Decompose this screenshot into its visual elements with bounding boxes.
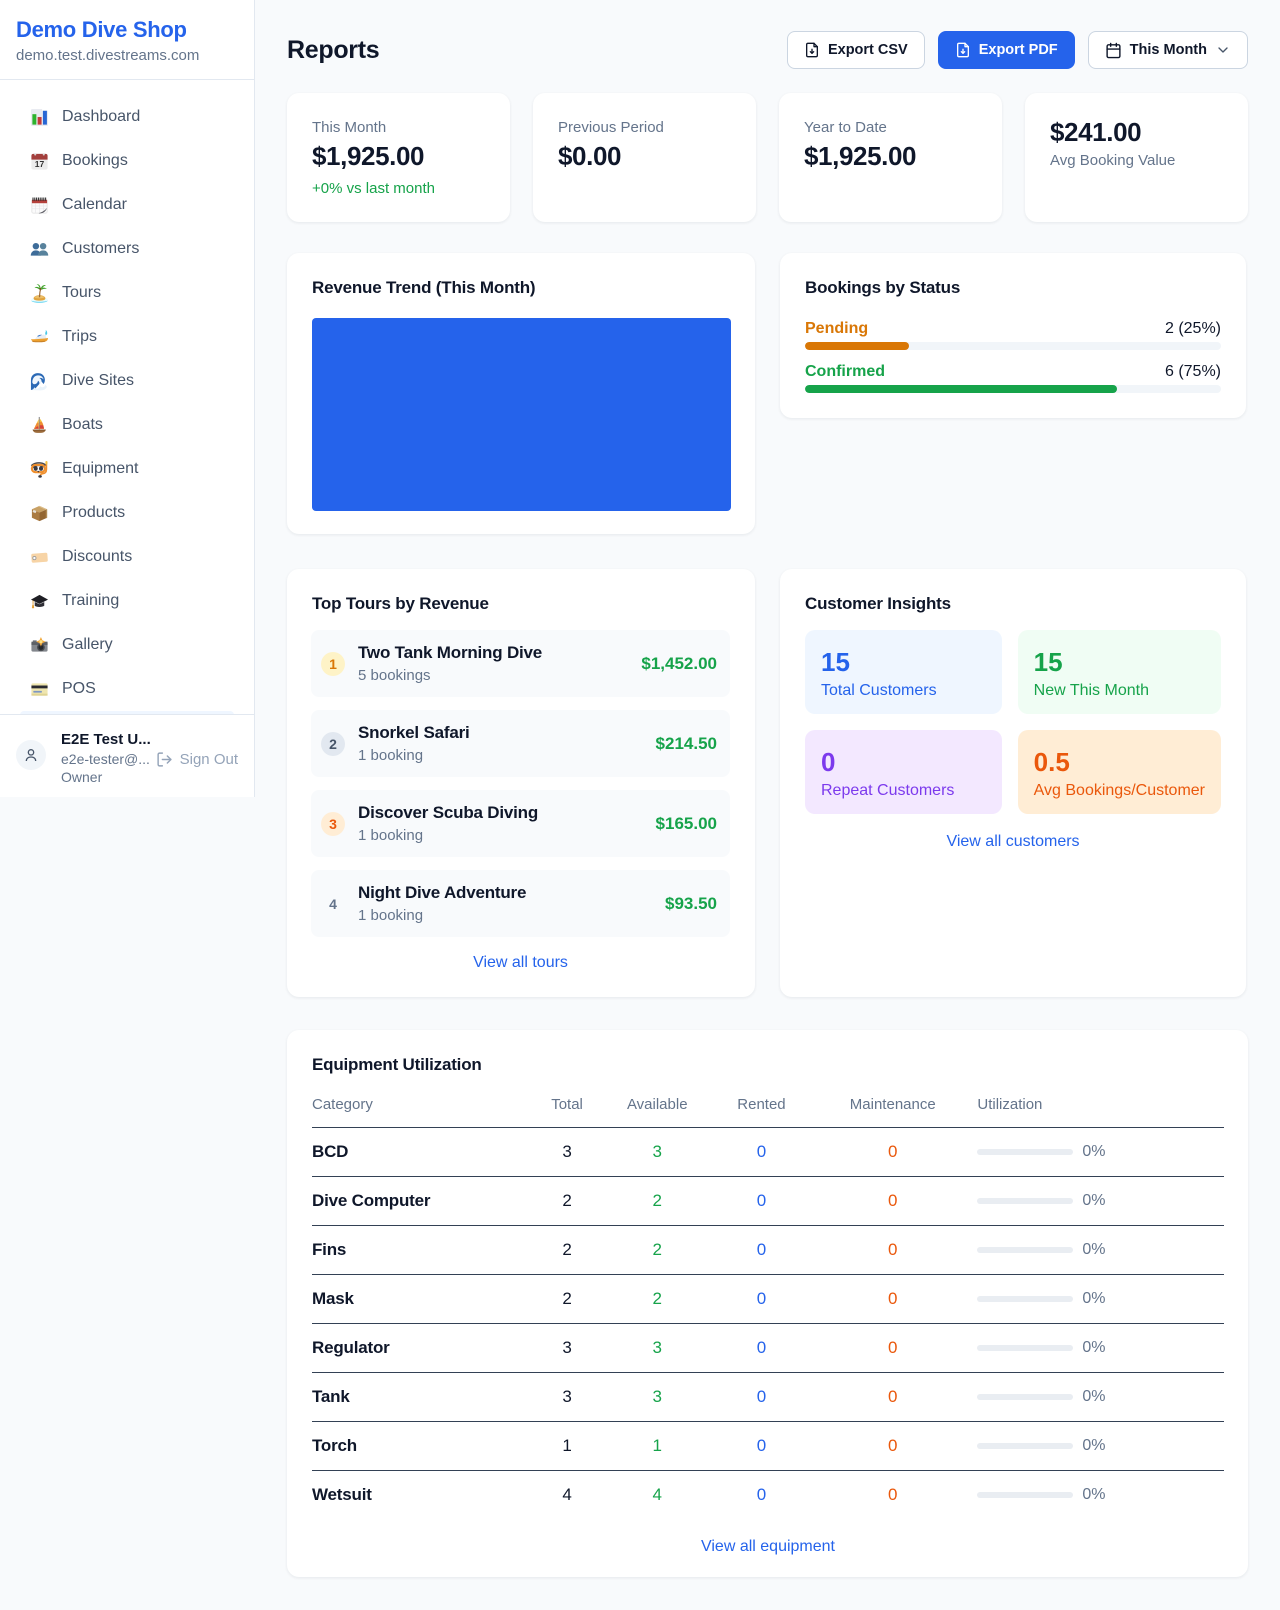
svg-text:17: 17 (35, 159, 45, 169)
